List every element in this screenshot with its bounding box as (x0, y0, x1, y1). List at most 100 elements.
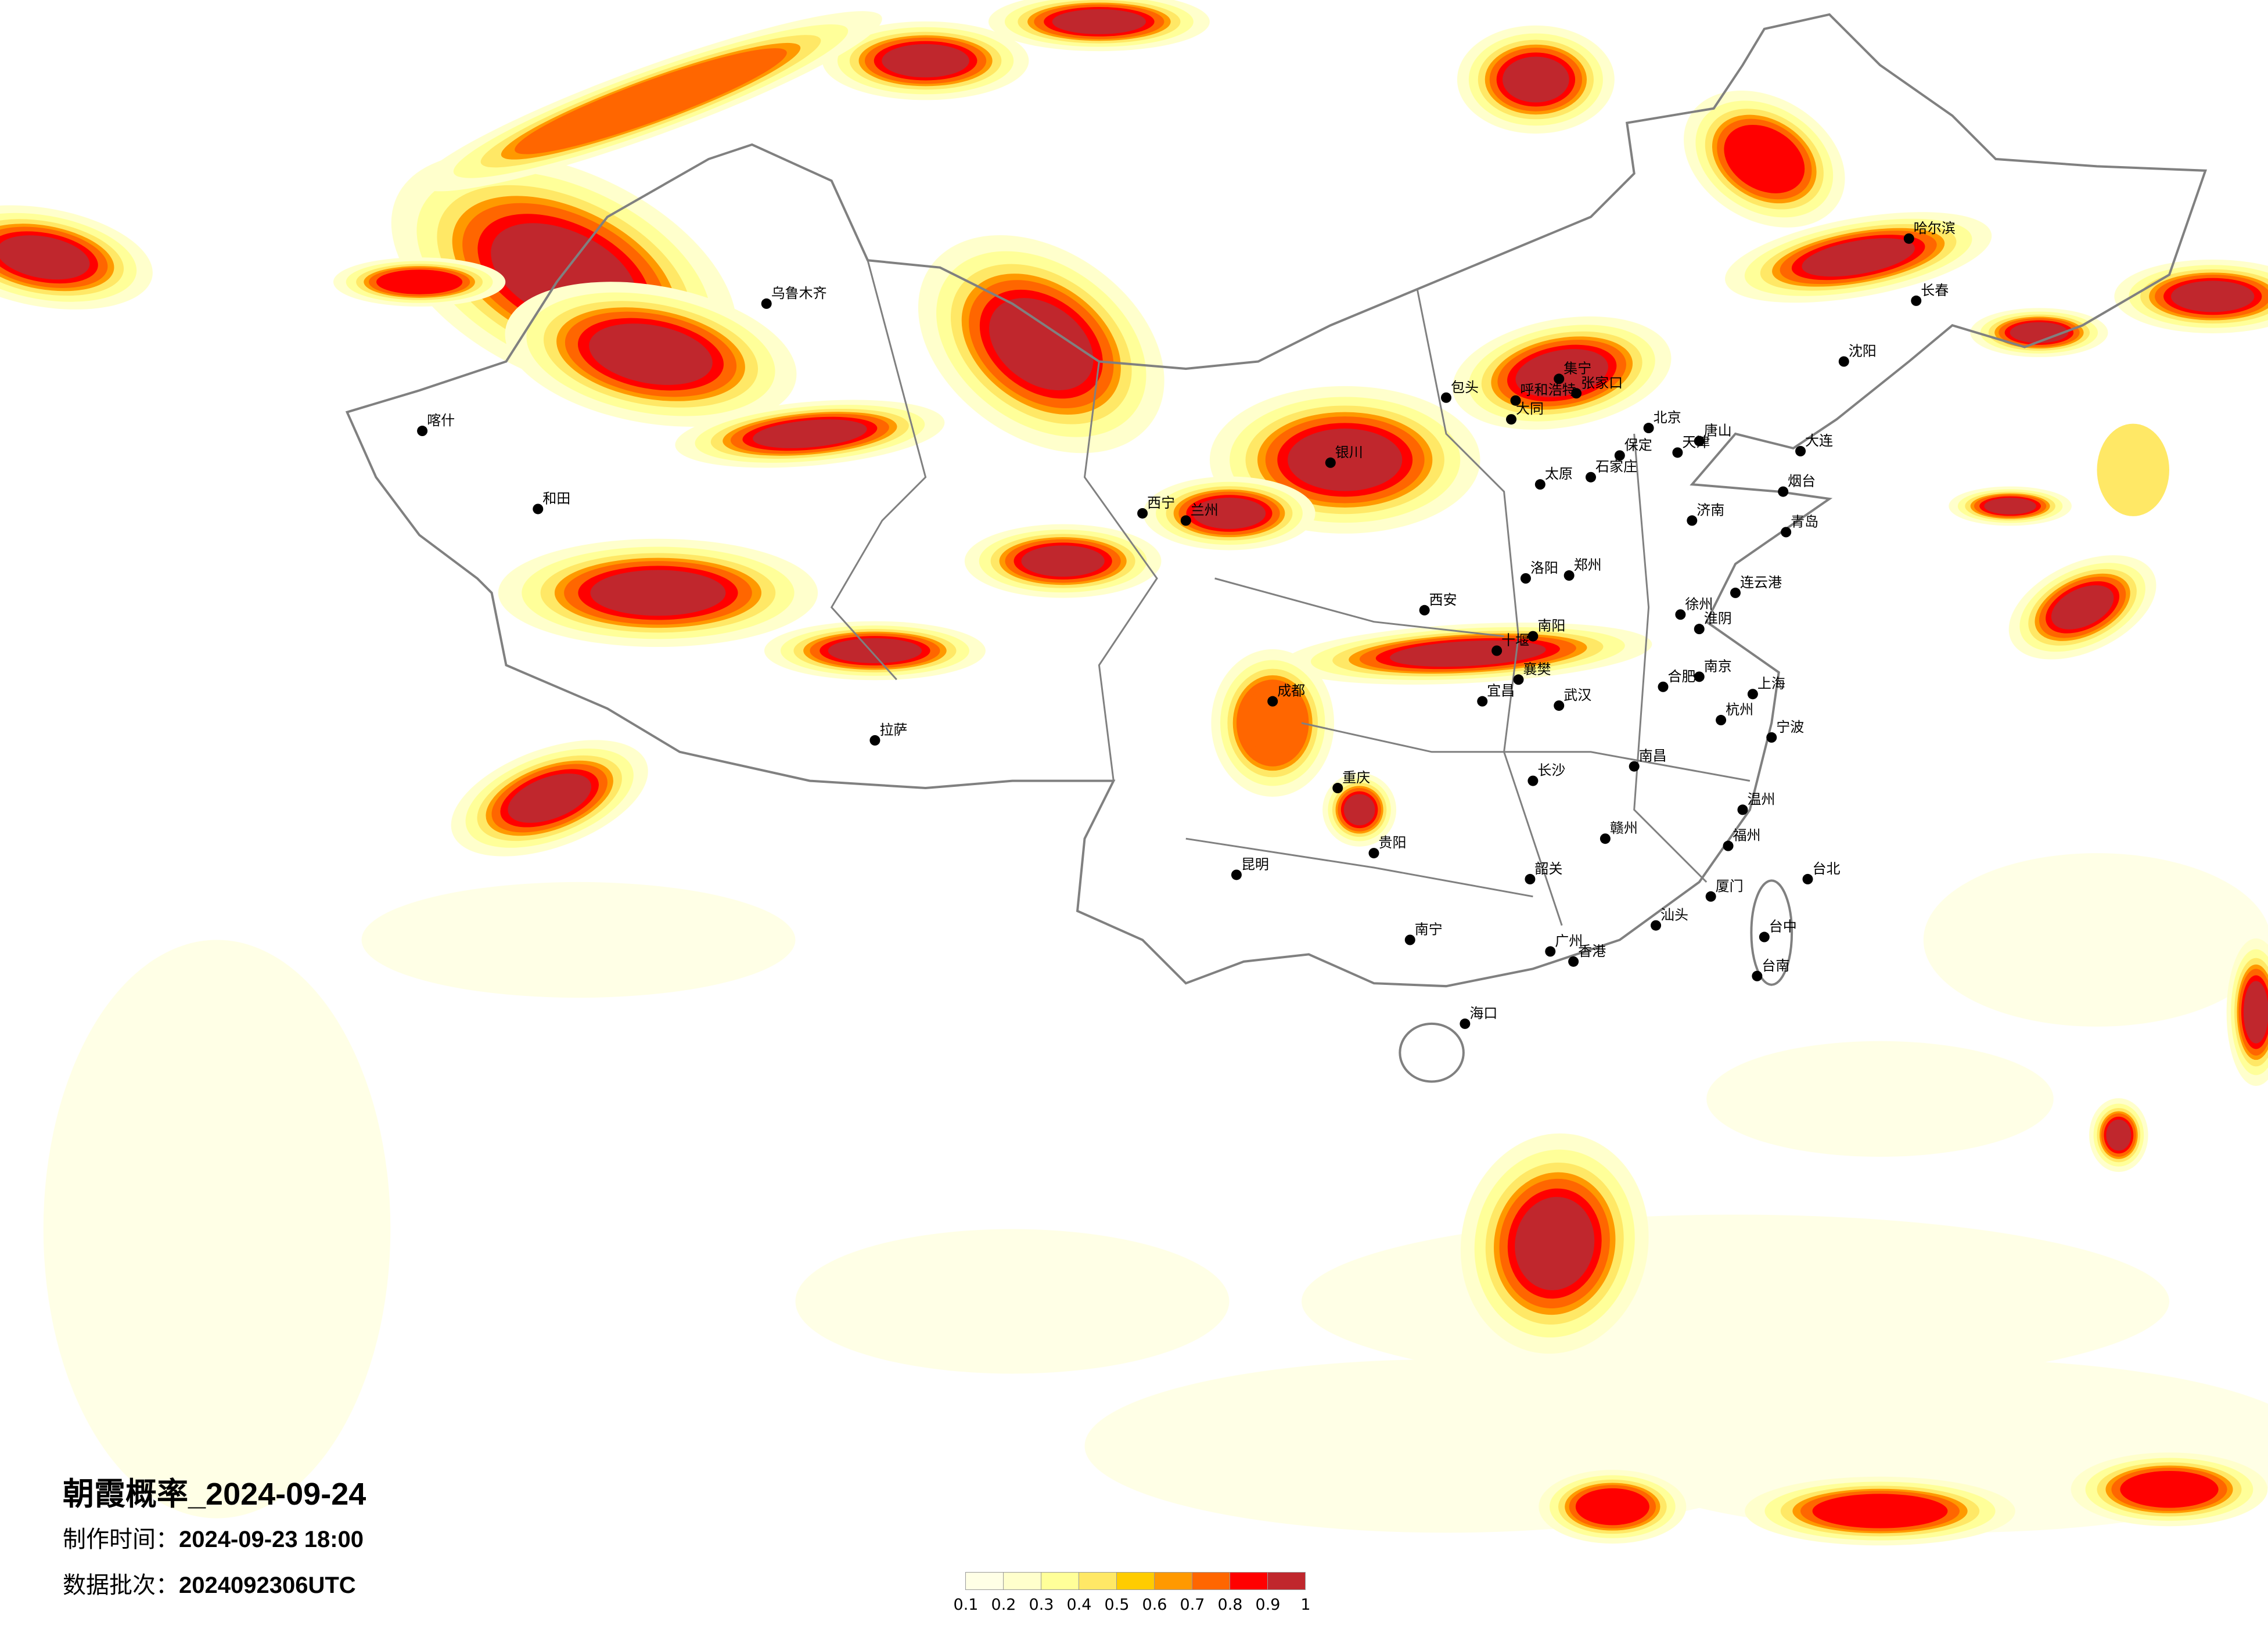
probability-level (1288, 429, 1403, 491)
city-label: 宁波 (1776, 719, 1804, 735)
city-dot (1600, 833, 1611, 844)
data-batch-label: 数据批次： (63, 1572, 179, 1599)
city-label: 大同 (1516, 401, 1544, 417)
probability-level (2127, 1473, 2211, 1505)
city-dot (1332, 783, 1343, 794)
city-dot (1571, 388, 1582, 399)
city-marker: 包头 (1441, 379, 1479, 403)
data-batch-value: 2024092306UTC (179, 1573, 356, 1598)
probability-cluster (764, 621, 986, 681)
city-label: 温州 (1747, 791, 1775, 807)
city-dot (1752, 970, 1763, 981)
probability-cluster (2114, 259, 2268, 333)
probability-area (1923, 853, 2268, 1027)
city-dot (1651, 920, 1662, 931)
legend-swatch (1267, 1572, 1306, 1590)
city-marker: 淮阴 (1694, 610, 1732, 635)
probability-level (1246, 692, 1299, 754)
city-label: 台北 (1813, 861, 1841, 877)
city-marker: 厦门 (1705, 878, 1744, 902)
probability-cluster (419, 11, 882, 192)
province-border (1301, 722, 1751, 782)
city-dot (1554, 373, 1565, 384)
city-label: 南昌 (1639, 748, 1667, 764)
city-label: 张家口 (1581, 375, 1623, 391)
production-time-label: 制作时间： (63, 1526, 179, 1553)
city-label: 长沙 (1537, 762, 1565, 779)
probability-area (795, 1229, 1230, 1374)
probability-area (1706, 1041, 2054, 1157)
city-dot (1368, 848, 1379, 859)
city-marker: 和田 (533, 490, 570, 515)
city-dot (417, 426, 428, 437)
production-time-value: 2024-09-23 18:00 (179, 1527, 364, 1552)
city-marker: 大同 (1506, 401, 1544, 425)
city-marker: 大连 (1795, 433, 1833, 456)
city-marker: 太原 (1534, 466, 1573, 490)
city-dot (869, 735, 880, 746)
city-label: 集宁 (1563, 360, 1591, 376)
legend-label: 1 (1300, 1596, 1311, 1614)
production-time: 制作时间：2024-09-23 18:00 (63, 1520, 364, 1554)
legend-swatch (965, 1572, 1004, 1590)
city-marker: 郑州 (1563, 557, 1602, 581)
city-dot (1911, 295, 1922, 306)
city-marker: 台中 (1759, 919, 1797, 942)
city-dot (1586, 472, 1596, 483)
probability-cluster (451, 740, 648, 857)
legend-swatch (1079, 1572, 1117, 1590)
probability-level (989, 298, 1094, 391)
probability-level (1730, 129, 1799, 188)
legend-label: 0.1 (953, 1596, 979, 1614)
city-marker: 重庆 (1332, 769, 1370, 794)
city-label: 淮阴 (1704, 610, 1732, 627)
city-label: 洛阳 (1530, 560, 1558, 576)
probability-cluster (964, 524, 1162, 598)
city-marker: 台南 (1752, 958, 1789, 981)
city-marker: 连云港 (1730, 574, 1782, 598)
city-label: 西宁 (1147, 495, 1175, 511)
city-dot (1802, 873, 1813, 884)
city-marker: 合肥 (1658, 668, 1696, 692)
probability-cluster (1745, 1476, 2015, 1546)
city-dot (1554, 700, 1565, 711)
city-dot (1231, 869, 1242, 880)
color-legend (965, 1572, 1306, 1590)
legend-swatch (1192, 1572, 1230, 1590)
legend-label: 0.4 (1066, 1596, 1092, 1614)
city-marker: 喀什 (417, 412, 455, 437)
city-dot (1545, 946, 1556, 957)
city-dot (1737, 804, 1748, 815)
country-border (345, 13, 2208, 988)
probability-cluster (1209, 386, 1480, 534)
province-border (1416, 289, 1563, 926)
city-dot (1672, 447, 1683, 458)
probability-cluster (2089, 1098, 2148, 1172)
probability-cluster (498, 538, 818, 647)
probability-area (43, 940, 391, 1519)
probability-cluster (1539, 1470, 1687, 1544)
city-marker: 昆明 (1231, 856, 1269, 880)
probability-level (2010, 322, 2069, 343)
probability-level (383, 271, 456, 293)
city-marker: 杭州 (1716, 702, 1753, 726)
probability-level (753, 419, 867, 448)
city-label: 和田 (542, 490, 570, 506)
probability-level (1515, 1197, 1595, 1290)
province-border (830, 260, 927, 681)
city-label: 广州 (1555, 933, 1583, 949)
probability-level (552, 63, 749, 139)
city-label: 烟台 (1788, 473, 1816, 490)
city-label: 合肥 (1668, 668, 1696, 685)
city-marker: 温州 (1737, 791, 1775, 815)
legend-label: 0.6 (1142, 1596, 1167, 1614)
city-marker: 呼和浩特 (1510, 382, 1576, 406)
city-label: 贵阳 (1379, 834, 1407, 851)
probability-level (1192, 498, 1266, 529)
city-marker: 汕头 (1651, 907, 1688, 931)
legend-swatch (1041, 1572, 1079, 1590)
city-marker: 十堰 (1491, 632, 1529, 656)
legend-swatch (1154, 1572, 1192, 1590)
probability-cluster (918, 235, 1164, 454)
city-dot (1513, 674, 1524, 685)
